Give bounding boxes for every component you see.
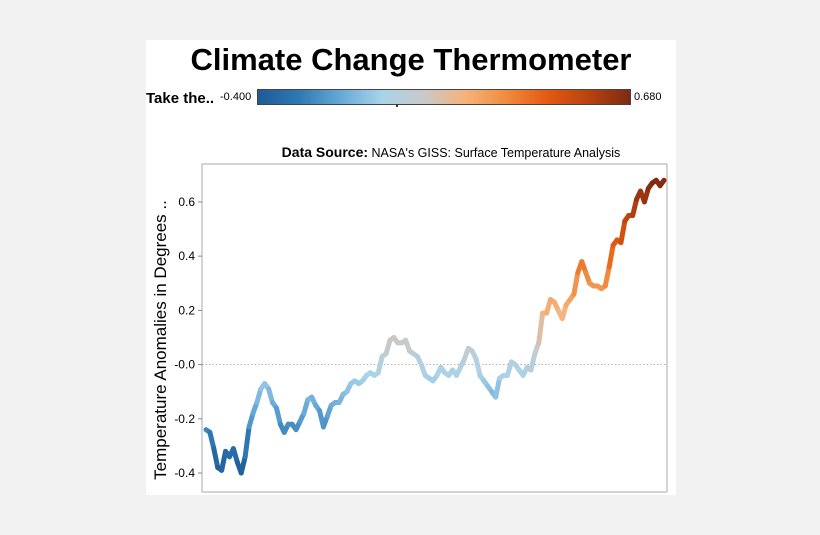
- line-segment: [238, 454, 248, 476]
- line-segment: [606, 242, 616, 270]
- color-legend-bar: [257, 89, 631, 105]
- line-segment: [242, 424, 252, 460]
- legend-min-label: -0.400: [220, 91, 252, 103]
- subtitle-bold: Data Source:: [282, 144, 368, 160]
- line-segment: [571, 269, 581, 297]
- y-axis-label: Temperature Anomalies in Degrees ..: [151, 200, 170, 480]
- line-segment: [493, 375, 503, 400]
- chart-subtitle: Data Source: NASA's GISS: Surface Temper…: [282, 144, 621, 160]
- y-tick-label: 0.2: [178, 303, 195, 317]
- subtitle-text: NASA's GISS: Surface Temperature Analysi…: [372, 146, 621, 160]
- y-tick-label: 0.6: [178, 195, 195, 209]
- line-segment: [375, 353, 385, 376]
- line-segment: [207, 429, 217, 452]
- line-segment: [273, 405, 283, 427]
- line-segment: [602, 264, 612, 289]
- line-segment: [618, 218, 628, 246]
- legend-label: Take the..: [146, 90, 215, 107]
- legend-max-label: 0.680: [634, 91, 662, 103]
- line-segment: [536, 310, 546, 346]
- line-segment: [657, 177, 667, 189]
- y-tick-label: -0.0: [174, 358, 195, 372]
- line-segment: [528, 351, 538, 373]
- series-temperature-anomaly: [203, 177, 667, 476]
- line-segment: [211, 446, 221, 471]
- y-axis-ticks: -0.4 -0.2 -0.0 0.2 0.4 0.6: [174, 195, 202, 480]
- chart-panel: Climate Change Thermometer Take the.. -0…: [146, 40, 676, 495]
- y-tick-label: -0.4: [174, 466, 195, 480]
- chart-title: Climate Change Thermometer: [190, 42, 632, 77]
- line-segment: [473, 356, 483, 378]
- line-chart: Data Source: NASA's GISS: Surface Temper…: [151, 144, 676, 495]
- plot-area: [201, 163, 668, 493]
- legend-zero-marker: [396, 104, 398, 107]
- y-tick-label: -0.2: [174, 412, 195, 426]
- y-tick-label: 0.4: [178, 249, 195, 263]
- line-segment: [630, 196, 640, 219]
